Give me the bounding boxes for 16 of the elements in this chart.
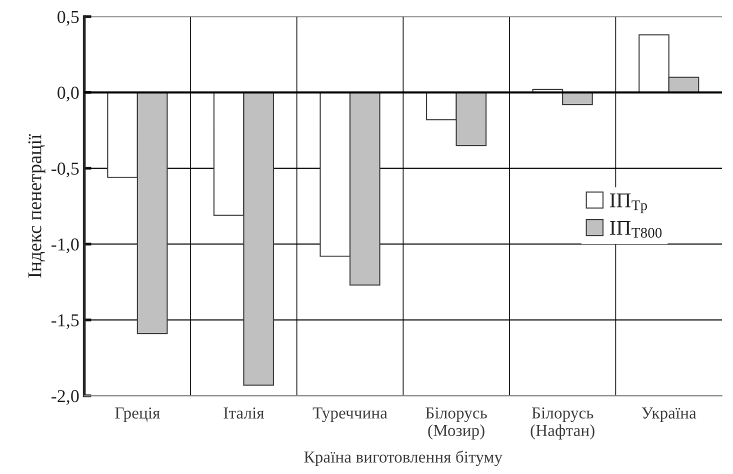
y-tick-label: -2,0	[52, 390, 79, 405]
y-tick-label: -0,5	[52, 162, 79, 178]
y-tick-label: -1,5	[52, 314, 79, 329]
y-tick-label: 0,0	[58, 86, 79, 102]
legend-label: ІП$_{Т800}$	[610, 221, 662, 238]
y-tick-label: -1,0	[52, 238, 79, 254]
y-axis-title: Індекс пенетрації	[28, 134, 46, 278]
x-tick-label: Україна	[642, 408, 696, 422]
x-tick-label: Італія	[224, 407, 264, 419]
x-tick-label: Білорусь (Нафтан)	[530, 407, 594, 440]
legend-label: ІП$_{Тр}$	[610, 194, 648, 214]
x-tick-label: Туреччина	[312, 408, 388, 422]
x-tick-label: Білорусь (Мозир)	[426, 407, 487, 440]
y-tick-label: 0,5	[58, 10, 79, 26]
x-axis-title: Країна виготовлення бітуму	[304, 450, 502, 466]
x-tick-label: Греція	[115, 407, 160, 422]
